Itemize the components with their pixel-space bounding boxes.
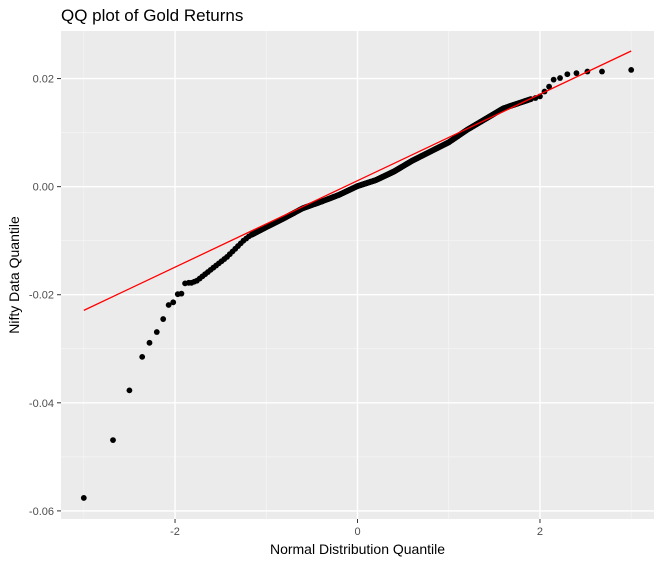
data-point [178, 290, 185, 297]
data-point [599, 68, 605, 75]
y-tick-label: -0.06 [29, 506, 54, 518]
data-point [550, 76, 557, 83]
x-tick-label: -2 [170, 526, 180, 538]
data-point [546, 83, 552, 90]
data-point [80, 495, 87, 501]
data-point [573, 70, 580, 77]
data-point [126, 387, 133, 394]
data-point [628, 67, 635, 73]
reference-line-path [83, 50, 632, 311]
reference-line [83, 50, 632, 311]
y-tick-label: 0.02 [33, 74, 54, 86]
data-point [160, 316, 167, 322]
x-tick-label: 0 [354, 526, 360, 538]
x-axis-title: Normal Distribution Quantile [270, 541, 445, 557]
y-tick-label: -0.04 [29, 398, 54, 410]
data-point [557, 75, 563, 81]
data-point [170, 299, 177, 306]
x-axis-ticks: -2 0 2 [170, 519, 543, 538]
data-point [153, 329, 160, 335]
data-point [110, 437, 116, 443]
y-tick-label: 0.00 [33, 182, 54, 194]
x-tick-label: 2 [537, 526, 543, 538]
y-tick-label: -0.02 [29, 290, 54, 302]
data-point [165, 302, 172, 308]
y-axis-title: Nifty Data Quantile [6, 216, 22, 334]
data-point [146, 339, 153, 346]
data-point [139, 353, 146, 360]
chart-title: QQ plot of Gold Returns [61, 6, 243, 25]
data-point [564, 71, 571, 78]
y-axis-ticks: -0.06 -0.04 -0.02 0.00 0.02 [29, 74, 61, 518]
